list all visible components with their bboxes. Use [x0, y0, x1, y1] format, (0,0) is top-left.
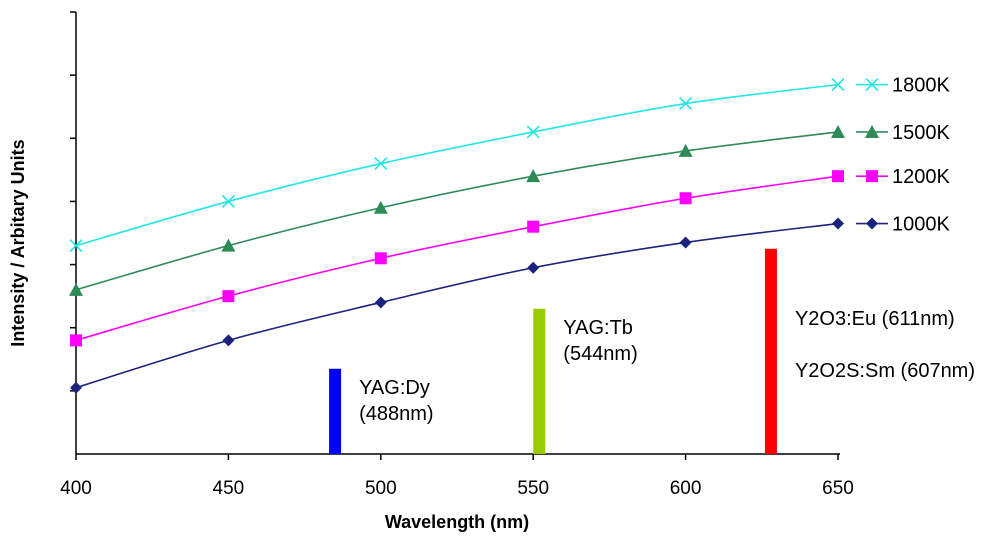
x-tick-label: 450: [213, 478, 245, 499]
series-1500k-point: [526, 169, 541, 183]
series-1800k-point: [69, 239, 83, 253]
yag-tb-band: [533, 308, 546, 454]
series-1800k-point-stroke: [831, 78, 845, 92]
y2o3-eu-label: Y2O3:Eu (611nm): [795, 308, 955, 330]
legend-1200k-marker: [866, 170, 878, 183]
y2o3-eu-label: Y2O2S:Sm (607nm): [795, 360, 975, 382]
series-1000k-point: [832, 217, 844, 230]
series-1200k-point: [222, 290, 235, 303]
series-1800k-point-stroke: [374, 156, 388, 171]
series-1500k-point: [221, 238, 236, 252]
series-1000k-point: [222, 334, 235, 347]
yag-tb-label: YAG:Tb: [563, 317, 633, 339]
yag-tb-label: (544nm): [563, 343, 637, 365]
series-1800k-point: [374, 156, 388, 171]
series-1800k-point: [221, 194, 235, 208]
series-1500k-point: [69, 282, 83, 296]
series-1500k-point: [678, 143, 693, 157]
x-tick-label: 500: [365, 478, 397, 499]
series-1200k-point: [527, 220, 540, 233]
legend-1000k-marker: [866, 217, 878, 230]
x-tick-label: 600: [670, 478, 702, 499]
series-1500k-point: [831, 124, 845, 138]
series-1800k-point: [831, 78, 845, 92]
series-1200k-point: [70, 334, 82, 347]
series-1000k-line: [75, 222, 839, 389]
x-tick-label: 550: [517, 478, 549, 499]
legend: 1800K 1500K 1200K 1000K: [856, 75, 950, 236]
series-1800k-point: [526, 125, 540, 139]
series-1000k-point: [374, 296, 387, 309]
series-1500k-point: [373, 200, 388, 214]
series-1200k-point: [832, 170, 844, 183]
series-1500k-line: [75, 131, 839, 291]
series-1800k-point-stroke: [221, 194, 235, 208]
legend-1800k-marker: [865, 78, 879, 92]
yag-dy-label: (488nm): [359, 403, 433, 425]
series-1800k-point-stroke: [679, 96, 693, 111]
series-1000k-point: [679, 236, 692, 249]
legend-1500k-marker: [865, 124, 879, 138]
yag-dy-label: YAG:Dy: [359, 377, 430, 399]
legend-1800k-label: 1800K: [892, 75, 950, 97]
yag-dy-band: [329, 368, 342, 454]
series-1200k-point: [374, 252, 387, 265]
legend-1000k-label: 1000K: [892, 214, 950, 236]
series-1000k-point: [70, 381, 82, 394]
legend-1200k-label: 1200K: [892, 166, 950, 188]
y-ticks: [70, 11, 76, 392]
y-axis-title: Intensity / Arbitary Units: [8, 139, 28, 346]
emission-bands: YAG:Dy (488nm) YAG:Tb (544nm) Y2O3:Eu (611nm…: [329, 248, 975, 454]
series-1200k-line: [75, 175, 839, 342]
legend-1500k-label: 1500K: [892, 122, 950, 144]
series-1800k-point: [679, 96, 693, 111]
x-ticks: 400 450 500 550 600 650: [60, 454, 854, 499]
x-tick-label: 400: [60, 478, 92, 499]
series-group: [69, 78, 845, 394]
series-1800k-point-stroke: [69, 239, 83, 253]
x-tick-label: 650: [822, 478, 854, 499]
series-1800k-line: [75, 83, 839, 247]
series-1200k-point: [679, 192, 692, 205]
x-axis-title: Wavelength (nm): [385, 512, 529, 532]
axes: [75, 12, 840, 455]
series-1800k-point-stroke: [526, 125, 540, 139]
series-1000k-point: [527, 261, 540, 274]
legend-1800k-marker-stroke: [865, 78, 879, 92]
y2o3-eu-band: [764, 248, 777, 454]
